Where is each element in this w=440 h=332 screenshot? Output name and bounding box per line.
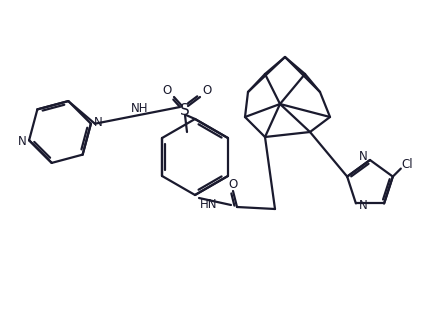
Text: O: O (162, 84, 172, 97)
Text: HN: HN (200, 199, 218, 211)
Text: N: N (94, 116, 102, 129)
Text: O: O (202, 84, 212, 97)
Text: N: N (18, 135, 26, 148)
Text: O: O (228, 178, 238, 191)
Text: Cl: Cl (401, 158, 413, 171)
Text: NH: NH (131, 102, 149, 115)
Text: S: S (180, 103, 190, 118)
Text: N: N (359, 199, 367, 212)
Text: N: N (359, 149, 367, 162)
